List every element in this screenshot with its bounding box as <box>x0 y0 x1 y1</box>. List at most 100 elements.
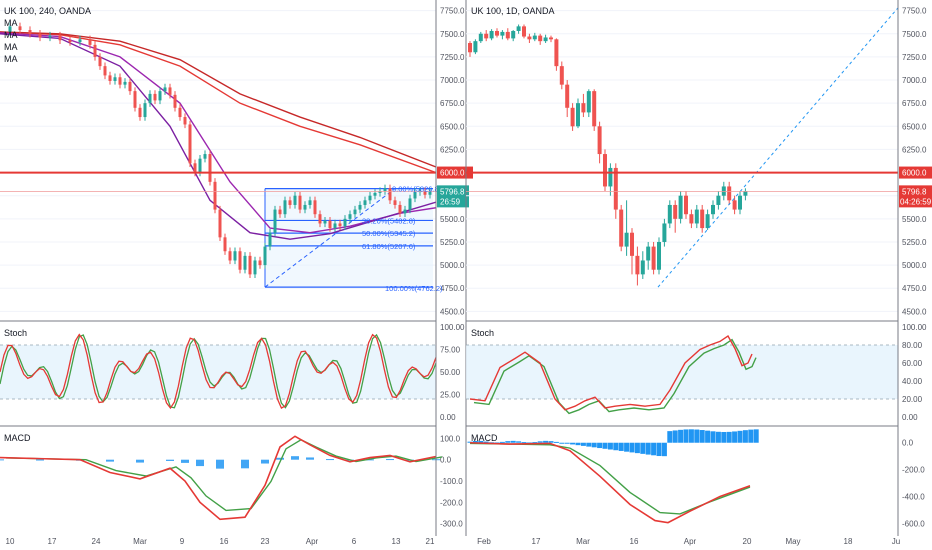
candle-body <box>68 40 72 43</box>
x-tick-label: Mar <box>133 537 147 546</box>
macd-hist-bar <box>564 442 570 444</box>
candle-body <box>333 223 337 229</box>
candle-body <box>738 195 742 210</box>
candle-body <box>118 77 122 85</box>
right-chart: 7750.0 7500.0 7250.0 7000.0 6750.0 6500.0 6250… <box>465 0 932 546</box>
macd-hist-bar <box>559 442 565 444</box>
price-tag-last-bg <box>437 185 469 208</box>
candle-body <box>228 251 232 261</box>
candle-body <box>700 209 705 229</box>
candle-body <box>473 41 478 53</box>
fib-level-label: 0.00%(5826.8) <box>392 185 442 194</box>
ma-legend-label: MA <box>4 42 18 52</box>
macd-hist-bar <box>651 442 657 456</box>
candle-body <box>662 223 667 242</box>
macd-line <box>469 441 751 524</box>
ma-legend-label: MA <box>4 30 18 40</box>
x-tick-label: 21 <box>426 537 435 546</box>
price-tick-label: 7750.0 <box>902 7 927 16</box>
macd-hist-bar <box>694 429 700 443</box>
macd-hist-bar <box>710 431 716 443</box>
candle-body <box>383 188 387 192</box>
price-tick-label: 7000.0 <box>440 76 465 85</box>
stoch-tick-label: 75.00 <box>440 346 461 355</box>
stoch-tick-label: 25.00 <box>440 391 461 400</box>
candle-body <box>248 255 252 275</box>
candle-body <box>423 191 427 195</box>
macd-hist-bar <box>575 442 581 446</box>
candle-body <box>393 200 397 205</box>
price-tag-timer: 26:59 <box>440 197 461 206</box>
candle-body <box>500 31 505 36</box>
x-tick-label: May <box>785 537 800 546</box>
candle-body <box>353 209 357 215</box>
price-tag-6000: 6000.0 <box>902 169 927 178</box>
candle-body <box>694 209 699 224</box>
candle-body <box>505 31 510 39</box>
candle-body <box>743 191 748 196</box>
price-tick-label: 4750.0 <box>440 284 465 293</box>
x-tick-label: Ju <box>892 537 900 546</box>
price-tick-label: 5250.0 <box>440 238 465 247</box>
price-tag-last: 5796.8 <box>440 187 465 196</box>
candle-body <box>592 91 597 127</box>
candle-body <box>603 154 607 187</box>
candle-body <box>153 93 157 101</box>
candle-body <box>193 163 197 173</box>
price-tick-label: 5500.0 <box>440 215 465 224</box>
macd-hist-bar <box>478 440 484 443</box>
candle-body <box>88 39 92 45</box>
candle-body <box>113 77 117 81</box>
candle-body <box>538 35 543 42</box>
price-tick-label: 7500.0 <box>440 30 465 39</box>
candle-body <box>233 251 237 261</box>
candle-body <box>338 223 342 227</box>
candle-body <box>188 124 192 164</box>
macd-hist-bar <box>661 442 667 457</box>
macd-hist-bar <box>607 442 613 450</box>
candle-body <box>705 214 710 229</box>
stoch-label: Stoch <box>471 328 494 338</box>
moving-average-line <box>0 31 436 174</box>
macd-hist-bar <box>181 459 189 463</box>
candle-body <box>268 232 272 247</box>
candle-body <box>93 44 97 57</box>
price-tag-timer: 04:26:59 <box>900 197 932 206</box>
trend-line <box>657 7 898 288</box>
macd-hist-bar <box>543 440 549 443</box>
macd-hist-bar <box>737 430 743 443</box>
macd-hist-bar <box>291 456 299 460</box>
price-tick-label: 5000.0 <box>902 261 927 270</box>
price-tick-label: 6250.0 <box>440 145 465 154</box>
candle-body <box>635 255 640 275</box>
candle-body <box>273 209 277 233</box>
stoch-tick-label: 40.00 <box>902 377 923 386</box>
macd-hist-bar <box>640 442 646 454</box>
macd-hist-bar <box>634 442 640 454</box>
candle-body <box>619 209 624 247</box>
candle-body <box>173 94 177 108</box>
candle-body <box>388 188 392 201</box>
macd-hist-bar <box>0 459 4 461</box>
macd-hist-bar <box>624 442 630 452</box>
candle-body <box>133 91 137 108</box>
price-tag-last: 5796.8 <box>902 187 927 196</box>
price-tick-label: 7250.0 <box>440 53 465 62</box>
candle-body <box>678 195 683 219</box>
candle-body <box>651 246 656 270</box>
macd-hist-bar <box>742 430 748 443</box>
macd-hist-bar <box>537 441 543 443</box>
stoch-tick-label: 20.00 <box>902 395 923 404</box>
macd-hist-bar <box>591 442 597 448</box>
macd-hist-bar <box>510 440 516 443</box>
candle-body <box>373 192 377 196</box>
macd-hist-bar <box>748 429 754 443</box>
stoch-band <box>0 345 436 399</box>
candle-body <box>143 103 147 118</box>
macd-hist-bar <box>602 442 608 449</box>
x-tick-label: 24 <box>92 537 101 546</box>
macd-hist-bar <box>672 430 678 443</box>
price-tick-label: 7750.0 <box>440 7 465 16</box>
candle-body <box>570 107 575 127</box>
